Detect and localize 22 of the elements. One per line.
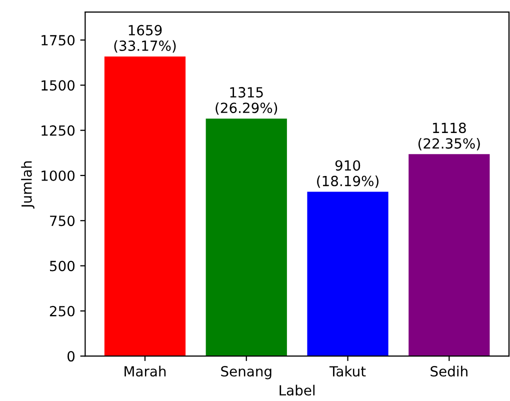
bar <box>408 154 490 356</box>
data-label: 1659 (33.17%) <box>114 24 176 53</box>
bar <box>307 192 388 356</box>
y-tick-label: 0 <box>68 351 75 362</box>
y-tick-label: 250 <box>50 306 75 316</box>
data-label: 1118 (22.35%) <box>418 122 480 150</box>
data-label: 1315 (26.29%) <box>216 87 278 115</box>
y-tick-label: 1250 <box>42 125 75 136</box>
y-axis-title: Jumlah <box>21 161 34 209</box>
x-tick-label: Marah <box>124 366 166 377</box>
y-tick-label: 1750 <box>42 34 75 46</box>
x-tick-label: Senang <box>221 366 272 380</box>
data-label: 910 (18.19%) <box>317 160 378 188</box>
x-axis-title: Label <box>280 384 315 396</box>
y-tick-label: 750 <box>50 216 75 226</box>
y-tick-label: 500 <box>50 260 75 272</box>
x-tick-label: Takut <box>329 366 366 377</box>
y-tick-label: 1500 <box>42 80 75 91</box>
y-tick-label: 1000 <box>42 170 75 181</box>
x-tick-label: Sedih <box>430 366 468 377</box>
bar <box>104 56 186 356</box>
bar <box>206 118 287 356</box>
